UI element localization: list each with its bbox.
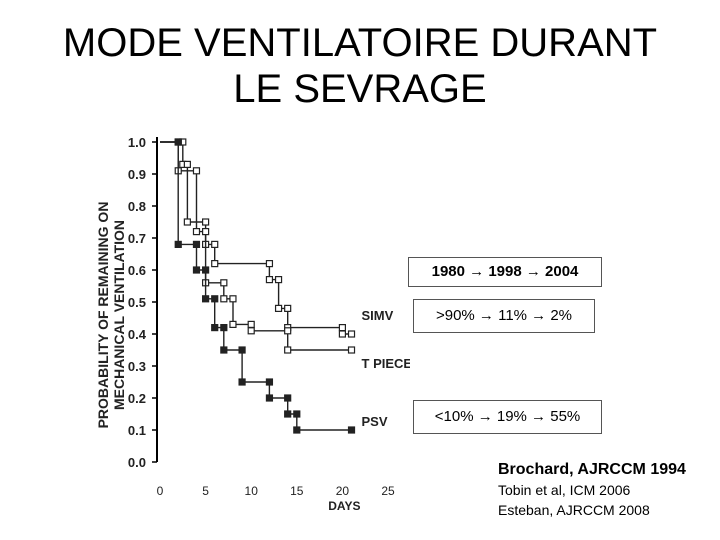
series-label-simv: SIMV (362, 308, 394, 323)
x-tick-label: 25 (381, 484, 395, 498)
data-point-t-piece (192, 167, 201, 175)
data-point-simv (183, 218, 191, 226)
y-axis-label-line-2: MECHANICAL VENTILATION (111, 220, 127, 410)
data-point-simv (211, 240, 219, 249)
data-point-psv (192, 266, 201, 274)
x-tick-label: 20 (336, 484, 350, 498)
data-point-simv (347, 330, 356, 338)
y-tick-label: 0.0 (128, 455, 146, 470)
data-point-simv (265, 276, 274, 284)
series-label-t-piece: T PIECE (362, 356, 410, 371)
data-point-t-piece (347, 346, 356, 354)
reference-2: Tobin et al, ICM 2006 (498, 482, 631, 498)
data-point-psv (238, 378, 246, 386)
data-point-t-piece (229, 295, 237, 303)
data-point-simv (284, 304, 292, 312)
data-point-simv (211, 260, 219, 268)
y-tick-label: 1.0 (128, 135, 146, 150)
data-point-t-piece (247, 327, 255, 335)
data-point-t-piece (247, 320, 255, 328)
y-tick-label: 0.3 (128, 359, 146, 374)
title-line-2: LE SEVRAGE (233, 67, 487, 111)
references: Brochard, AJRCCM 1994 Tobin et al, ICM 2… (498, 460, 686, 520)
data-point-psv (211, 295, 219, 303)
y-tick-label: 0.6 (128, 263, 146, 278)
data-point-psv (174, 240, 182, 249)
data-point-t-piece (201, 227, 210, 236)
data-point-psv (220, 346, 228, 354)
data-point-simv (274, 276, 283, 284)
y-tick-label: 0.2 (128, 391, 146, 406)
y-tick-label: 0.9 (128, 167, 146, 182)
x-tick-label: 5 (202, 484, 209, 498)
x-tick-label: 15 (290, 484, 304, 498)
data-point-psv (284, 394, 292, 402)
data-point-simv (338, 330, 346, 338)
data-point-psv (201, 266, 210, 274)
psv-trend-box: <10% → 19% → 55% (413, 400, 602, 434)
data-point-t-piece (220, 295, 228, 303)
series-label-psv: PSV (362, 414, 388, 429)
series-line-t-piece (160, 141, 352, 351)
data-point-psv (211, 324, 219, 332)
y-axis-label-line-1: PROBABILITY OF REMAINING ON (95, 202, 111, 429)
years-box: 1980 → 1998 → 2004 (408, 257, 602, 287)
data-point-t-piece (284, 327, 292, 335)
data-point-t-piece (229, 320, 237, 328)
data-point-psv (347, 426, 356, 434)
data-point-psv (192, 240, 201, 249)
data-point-psv (201, 295, 210, 303)
series-line-psv (160, 141, 352, 431)
data-point-simv (274, 304, 283, 312)
data-point-simv (183, 160, 191, 169)
data-point-psv (265, 378, 274, 386)
y-tick-label: 0.4 (128, 327, 147, 342)
data-point-t-piece (284, 346, 292, 354)
data-point-t-piece (220, 279, 228, 287)
data-point-psv (174, 138, 182, 146)
slide-title: MODE VENTILATOIRE DURANT LE SEVRAGE (0, 20, 720, 112)
data-point-t-piece (192, 227, 201, 236)
x-tick-label: 0 (157, 484, 164, 498)
reference-3: Esteban, AJRCCM 2008 (498, 502, 650, 518)
y-tick-label: 0.8 (128, 199, 146, 214)
x-axis-label: DAYS (328, 499, 360, 513)
y-tick-label: 0.1 (128, 423, 146, 438)
data-point-simv (338, 324, 346, 332)
data-point-psv (293, 410, 301, 418)
y-tick-label: 0.7 (128, 231, 146, 246)
x-tick-label: 10 (245, 484, 259, 498)
data-point-psv (265, 394, 274, 402)
data-point-psv (238, 346, 246, 354)
data-point-psv (293, 426, 301, 434)
chart-svg: 0.0 0.1 0.2 0.3 0.4 0.5 0.6 0.7 0.8 0.9 1.0 0 5 10 15 2… (95, 135, 410, 513)
title-line-1: MODE VENTILATOIRE DURANT (62, 21, 658, 65)
data-point-simv (265, 260, 274, 268)
data-point-simv (201, 218, 210, 226)
reference-main: Brochard, AJRCCM 1994 (498, 461, 686, 478)
y-tick-label: 0.5 (128, 295, 146, 310)
simv-trend-box: >90% → 11% → 2% (413, 299, 595, 333)
survival-chart: 0.0 0.1 0.2 0.3 0.4 0.5 0.6 0.7 0.8 0.9 1.0 0 5 10 15 2… (80, 115, 410, 535)
data-point-psv (220, 324, 228, 332)
data-point-psv (284, 410, 292, 418)
